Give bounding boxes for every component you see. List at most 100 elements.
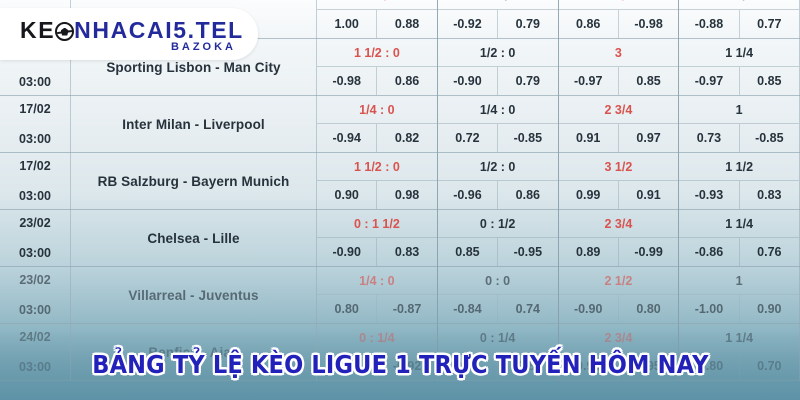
table-row[interactable]: 17/02 03:00 Inter Milan - Liverpool 1/4 … [0,95,800,153]
odds-away[interactable]: -0.92 [392,359,422,373]
odds-group-handicap-alt[interactable]: 0 : 0 -0.84 0.74 [437,266,559,324]
odds-under[interactable]: 0.97 [636,131,661,145]
odds-group-overunder[interactable]: 2 1/2 -0.90 0.80 [558,266,680,324]
odds-group-overunder-alt[interactable]: 1 0.73 -0.85 [678,95,800,153]
odds-away[interactable]: 0.86 [515,188,540,202]
odds-group-overunder-alt[interactable]: 1 1/2 -0.93 0.83 [678,152,800,210]
odds-home[interactable]: -0.90 [438,67,499,95]
row-match-cell[interactable]: RB Salzburg - Bayern Munich [70,152,317,210]
odds-over[interactable]: 0.86 [559,10,619,38]
odds-under[interactable]: 0.77 [757,17,782,31]
odds-over[interactable]: 0.99 [559,181,619,209]
odds-home[interactable]: 0.80 [317,295,378,323]
odds-group-overunder-alt[interactable]: 1 -1.00 0.90 [678,266,800,324]
odds-home[interactable]: -0.84 [438,295,499,323]
odds-group-overunder-alt[interactable]: 1 1/4 -0.86 0.76 [678,209,800,267]
odds-group-overunder[interactable]: 3 1/2 0.99 0.91 [558,152,680,210]
row-match-cell[interactable]: Chelsea - Lille [70,209,317,267]
odds-over[interactable]: -0.88 [679,10,740,38]
logo-wordmark: KE NHACAI5.TEL [20,19,244,42]
row-time: 03:00 [19,302,51,317]
odds-away[interactable]: 0.79 [515,74,540,88]
odds-under[interactable]: -0.98 [634,17,663,31]
odds-home[interactable]: 0.90 [317,181,378,209]
odds-group-overunder[interactable]: 3 -0.97 0.85 [558,38,680,96]
odds-away[interactable]: 0.88 [394,17,420,31]
table-row[interactable]: 23/02 03:00 Chelsea - Lille 0 : 1 1/2 -0… [0,209,800,267]
odds-group-overunder-alt[interactable]: 1 1/4 -0.80 0.70 [678,323,800,381]
odds-group-handicap-alt[interactable]: 1/2 : 0 -0.96 0.86 [437,152,559,210]
odds-group-handicap-alt[interactable]: 1/2 : 0 -0.90 0.79 [437,38,559,96]
odds-under[interactable]: 0.83 [757,188,782,202]
odds-over[interactable]: -0.97 [679,67,740,95]
odds-under[interactable]: 0.91 [636,188,661,202]
odds-over[interactable]: 0.91 [559,124,619,152]
odds-group-handicap[interactable]: 1 1/2 : 0 0.90 0.98 [316,152,438,210]
odds-group-handicap[interactable]: 0 : 1/2 1.00 0.88 [316,0,438,39]
odds-home[interactable]: -0.94 [317,124,378,152]
table-row[interactable]: 17/02 03:00 RB Salzburg - Bayern Munich … [0,152,800,210]
odds-away[interactable]: -0.87 [392,302,422,316]
odds-home[interactable]: 0.76 [438,352,499,380]
odds-home[interactable]: 0.85 [317,352,378,380]
odds-under[interactable]: -0.85 [755,131,784,145]
odds-home[interactable]: -0.90 [317,238,378,266]
odds-group-handicap[interactable]: 1 1/2 : 0 -0.98 0.86 [316,38,438,96]
odds-away[interactable]: -0.95 [513,245,543,259]
odds-home[interactable]: -0.92 [438,10,499,38]
odds-group-overunder-alt[interactable]: 1 1/4 -0.88 0.77 [678,0,800,39]
row-match-cell[interactable]: Inter Milan - Liverpool [70,95,317,153]
odds-over[interactable]: -0.86 [679,238,740,266]
site-logo[interactable]: KE NHACAI5.TEL BAZOKA [0,8,258,60]
odds-under[interactable]: 0.70 [757,359,782,373]
soccer-ball-icon [55,22,75,41]
odds-group-handicap[interactable]: 1/4 : 0 0.80 -0.87 [316,266,438,324]
odds-away[interactable]: 0.98 [394,188,420,202]
odds-away[interactable]: 0.86 [394,74,420,88]
odds-group-handicap[interactable]: 0 : 1 1/2 -0.90 0.83 [316,209,438,267]
row-match-cell[interactable]: Villarreal - Juventus [70,266,317,324]
odds-under[interactable]: -0.99 [634,245,663,259]
odds-over[interactable]: 0.95 [559,352,619,380]
odds-away[interactable]: -0.86 [513,359,543,373]
odds-away[interactable]: -0.85 [513,131,543,145]
odds-away[interactable]: 0.79 [515,17,540,31]
odds-over[interactable]: 0.73 [679,124,740,152]
odds-under[interactable]: 0.80 [636,302,661,316]
odds-group-handicap-alt[interactable]: 0 : 1/2 0.85 -0.95 [437,209,559,267]
odds-over[interactable]: -0.90 [559,295,619,323]
row-match-cell[interactable]: Benfica - Ajax [70,323,317,381]
odds-under[interactable]: 0.76 [757,245,782,259]
odds-over[interactable]: -0.80 [679,352,740,380]
odds-group-overunder[interactable]: 2 3/4 0.86 -0.98 [558,0,680,39]
odds-group-overunder-alt[interactable]: 1 1/4 -0.97 0.85 [678,38,800,96]
odds-under[interactable]: 0.90 [757,302,782,316]
table-row[interactable]: 03:00 Sporting Lisbon - Man City 1 1/2 :… [0,38,800,96]
odds-over[interactable]: -1.00 [679,295,740,323]
odds-under[interactable]: 0.85 [636,74,661,88]
odds-home[interactable]: 0.72 [438,124,499,152]
odds-over[interactable]: -0.93 [679,181,740,209]
odds-group-handicap-alt[interactable]: 1/4 : 0 0.72 -0.85 [437,95,559,153]
odds-home[interactable]: -0.96 [438,181,499,209]
odds-over[interactable]: 0.89 [559,238,619,266]
odds-home[interactable]: -0.98 [317,67,378,95]
odds-group-handicap-alt[interactable]: 0 : 1/4 0.76 -0.86 [437,323,559,381]
odds-group-overunder[interactable]: 2 3/4 0.89 -0.99 [558,209,680,267]
total-line: 3 [558,39,679,68]
table-row[interactable]: 24/02 03:00 Benfica - Ajax 0 : 1/4 0.85 … [0,323,800,381]
odds-away[interactable]: 0.83 [394,245,420,259]
odds-away[interactable]: 0.74 [515,302,540,316]
table-row[interactable]: 23/02 03:00 Villarreal - Juventus 1/4 : … [0,266,800,324]
odds-under[interactable]: 0.95 [636,359,661,373]
odds-home[interactable]: 1.00 [317,10,378,38]
odds-home[interactable]: 0.85 [438,238,499,266]
odds-under[interactable]: 0.85 [757,74,782,88]
odds-group-handicap-alt[interactable]: 0 : 1/4 -0.92 0.79 [437,0,559,39]
odds-group-handicap[interactable]: 1/4 : 0 -0.94 0.82 [316,95,438,153]
odds-away[interactable]: 0.82 [394,131,420,145]
odds-group-overunder[interactable]: 2 3/4 0.91 0.97 [558,95,680,153]
odds-group-overunder[interactable]: 2 3/4 0.95 0.95 [558,323,680,381]
odds-group-handicap[interactable]: 0 : 1/4 0.85 -0.92 [316,323,438,381]
odds-over[interactable]: -0.97 [559,67,619,95]
